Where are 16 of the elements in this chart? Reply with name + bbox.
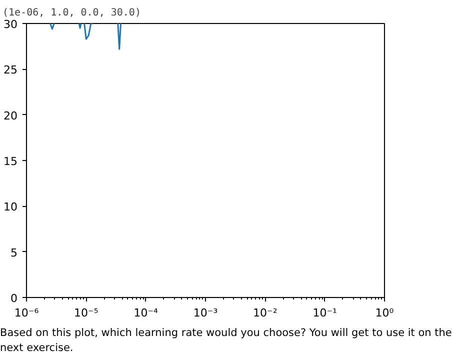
- text: Based on this plot, which learning rate would you choose? You will get to use it on the next exercise.: [0, 326, 453, 356]
- y-tick-label: 25: [4, 64, 18, 77]
- x-tick-label: 10⁻⁵: [74, 306, 98, 320]
- chart-title: (1e-06, 1.0, 0.0, 30.0): [2, 8, 141, 18]
- y-tick-label: 10: [4, 200, 18, 214]
- y-tick-label: 30: [4, 18, 18, 31]
- x-tick-label: 10⁻⁶: [14, 306, 40, 320]
- y-tick-label: 15: [4, 155, 18, 168]
- x-tick-label: 10⁰: [375, 306, 394, 320]
- y-tick-label: 20: [4, 109, 18, 122]
- y-tick-label: 5: [10, 246, 18, 260]
- x-tick-label: 10⁻²: [253, 306, 278, 320]
- x-tick-label: 10⁻⁴: [134, 306, 159, 320]
- y-tick-label: 0: [10, 292, 18, 305]
- x-tick-label: 10⁻¹: [312, 306, 337, 320]
- x-tick-label: 10⁻³: [193, 306, 218, 320]
